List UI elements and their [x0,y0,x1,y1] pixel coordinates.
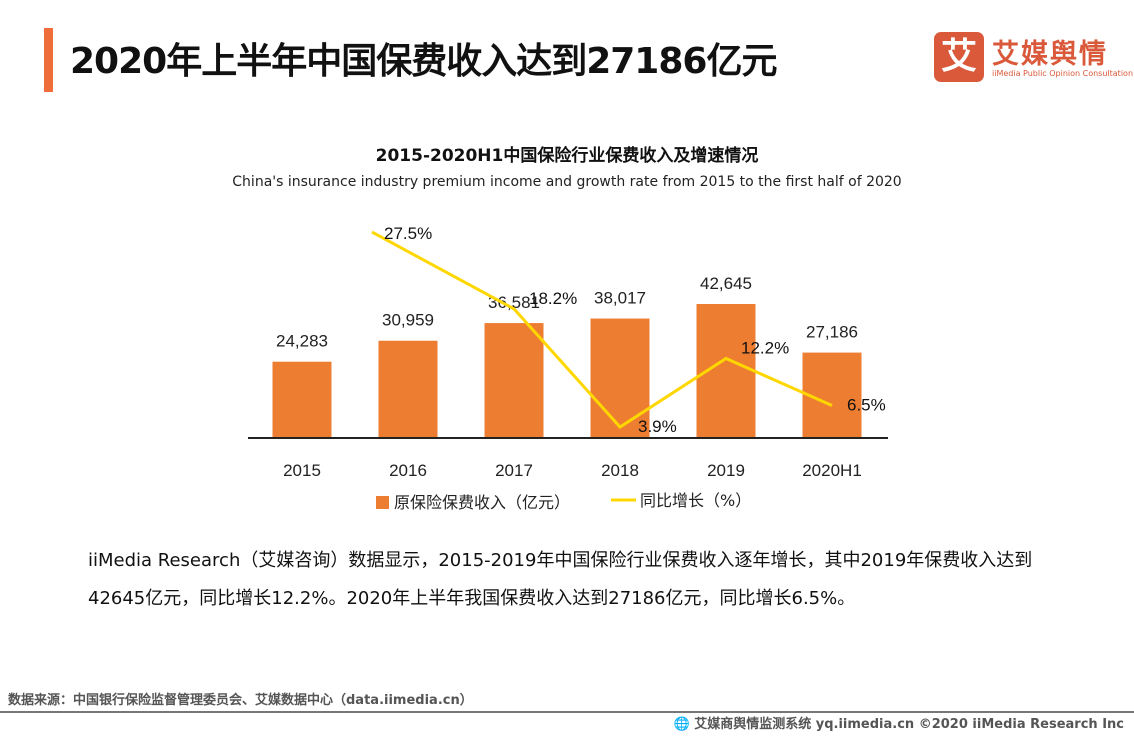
bar-2016 [378,340,438,438]
legend-line-label: 同比增长（%） [640,491,751,510]
logo-text-en: iiMedia Public Opinion Consultation [992,69,1134,78]
bar-label-2018: 38,017 [594,289,646,308]
logo-text-cn: 艾媒舆情 [992,39,1108,70]
line-label-2020H1: 6.5% [847,396,886,415]
line-label-2018: 3.9% [638,417,677,436]
data-source: 数据来源：中国银行保险监督管理委员会、艾媒数据中心（data.iimedia.c… [8,693,473,708]
legend-bar-label: 原保险保费收入（亿元） [394,493,570,512]
description: iiMedia Research（艾媒咨询）数据显示，2015-2019年中国保… [88,550,1033,609]
x-tick-2016: 2016 [389,461,427,480]
footer-copyright: 🌐 艾媒商舆情监测系统 yq.iimedia.cn ©2020 iiMedia … [674,713,1124,732]
chart: 24,283 2015 30,959 2016 36,581 2017 38,017 2018… [248,224,888,512]
bar-2017 [484,323,544,438]
chart-subtitle: China's insurance industry premium incom… [232,174,902,190]
page-title: 2020年上半年中国保费收入达到27186亿元 [70,41,777,82]
line-label-2016: 27.5% [384,224,432,243]
legend-bar-swatch [376,496,389,509]
bar-2018 [590,318,650,438]
growth-line [371,230,833,429]
copyright-text: 艾媒商舆情监测系统 yq.iimedia.cn ©2020 iiMedia Re… [694,717,1124,732]
logo-mark: 艾 [934,32,984,82]
bar-label-2017: 36,581 [488,293,540,312]
bar-2015 [272,361,332,438]
line-label-2019: 12.2% [741,338,789,357]
x-tick-2015: 2015 [283,461,321,480]
x-tick-2019: 2019 [707,461,745,480]
x-tick-2020H1: 2020H1 [802,461,862,480]
logo: 艾 艾媒舆情 iiMedia Public Opinion Consultati… [934,32,1133,84]
bar-label-2020H1: 27,186 [806,323,858,342]
x-tick-2017: 2017 [495,461,533,480]
x-tick-2018: 2018 [601,461,639,480]
bar-label-2019: 42,645 [700,274,752,293]
globe-icon: 🌐 [673,717,690,732]
chart-title: 2015-2020H1中国保险行业保费收入及增速情况 [375,146,759,166]
title-accent-bar [44,28,53,92]
footer-divider [0,711,1134,713]
line-label-2017: 18.2% [529,289,577,308]
bar-label-2016: 30,959 [382,311,434,330]
bar-label-2015: 24,283 [276,332,328,351]
